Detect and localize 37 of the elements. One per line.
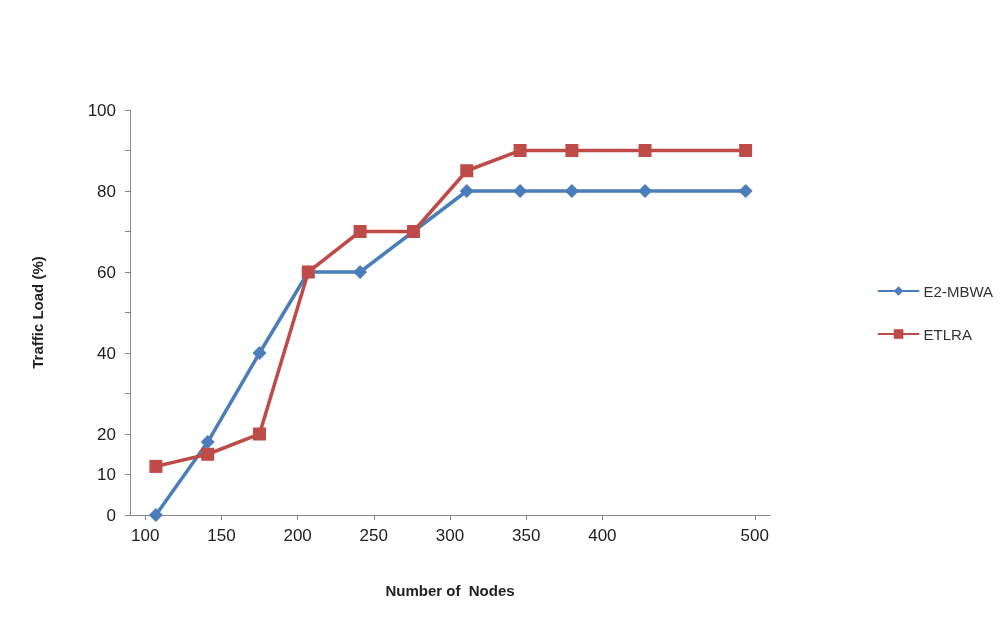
point: [252, 346, 267, 360]
y-axis-title: Traffic Load (%): [29, 256, 46, 369]
point: [739, 144, 753, 157]
x-tick-label: 250: [359, 526, 388, 545]
point: [638, 184, 653, 198]
point: [200, 435, 215, 450]
y-tick-label: 0: [106, 505, 116, 525]
x-tick-label: 100: [131, 526, 160, 545]
x-axis-title: Number of Nodes: [385, 582, 515, 599]
legend-label: ETLRA: [923, 325, 972, 343]
point: [564, 184, 579, 198]
x-tick-label: 500: [740, 526, 769, 545]
y-tick-label: 100: [87, 100, 116, 120]
y-tick-label: 60: [97, 262, 116, 282]
x-tick-label: 150: [207, 526, 236, 545]
point: [253, 427, 267, 441]
legend-label: E2-MBWA: [923, 282, 993, 300]
x-tick-label: 400: [588, 526, 617, 545]
point: [460, 164, 474, 178]
point: [353, 265, 368, 279]
y-tick-label: 10: [97, 465, 116, 484]
point: [513, 144, 527, 157]
y-tick-label: 80: [97, 181, 116, 201]
point: [148, 508, 163, 522]
point: [459, 184, 474, 198]
point: [201, 447, 215, 461]
x-tick-label: 300: [435, 526, 465, 545]
point: [149, 459, 163, 473]
x-tick-label: 350: [512, 526, 541, 545]
point: [353, 225, 367, 238]
y-tick-label: 40: [97, 343, 116, 363]
point: [738, 184, 753, 198]
point: [565, 144, 579, 157]
y-tick-label: 20: [97, 424, 116, 444]
x-tick-label: 200: [283, 526, 312, 545]
point: [513, 184, 528, 198]
point: [638, 144, 652, 157]
